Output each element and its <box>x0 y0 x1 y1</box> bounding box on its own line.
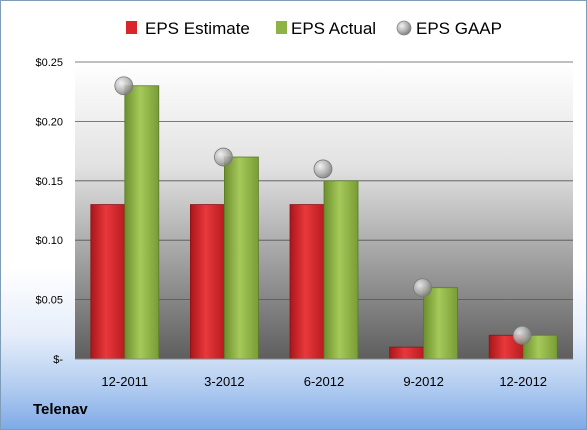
gaap-markers <box>114 76 532 345</box>
y-tick-label: $0.10 <box>35 235 63 247</box>
bar-eps-estimate <box>90 204 126 360</box>
x-tick-label: 9-2012 <box>403 374 443 389</box>
y-tick-label: $0.25 <box>35 57 63 69</box>
legend-label-gaap: EPS GAAP <box>416 19 502 38</box>
bar-eps-actual <box>423 287 459 360</box>
company-name: Telenav <box>33 401 88 418</box>
legend-item-actual: EPS Actual <box>276 19 376 38</box>
x-tick-label: 12-2012 <box>499 374 547 389</box>
y-tick-label: $0.15 <box>35 176 63 188</box>
gaap-marker <box>512 325 532 345</box>
legend-swatch-actual <box>276 21 287 34</box>
legend-swatch-gaap <box>396 20 412 36</box>
legend-item-estimate: EPS Estimate <box>126 19 250 38</box>
bar-eps-estimate <box>389 346 425 360</box>
y-axis-ticks: $- $0.05 $0.10 $0.15 $0.20 $0.25 <box>35 57 63 366</box>
y-tick-label: $0.05 <box>35 295 63 307</box>
x-tick-label: 12-2011 <box>101 374 148 389</box>
legend-item-gaap: EPS GAAP <box>396 19 502 38</box>
bars <box>90 85 558 360</box>
gaap-marker <box>413 278 433 298</box>
x-tick-label: 6-2012 <box>304 374 344 389</box>
legend: EPS Estimate EPS Actual EPS GAAP <box>126 19 502 38</box>
x-axis-labels: 12-2011 3-2012 6-2012 9-2012 12-2012 <box>101 374 547 389</box>
x-tick-label: 3-2012 <box>204 374 244 389</box>
bar-eps-actual <box>223 156 259 360</box>
legend-label-actual: EPS Actual <box>291 19 376 38</box>
y-tick-label: $0.20 <box>35 116 63 128</box>
gaap-marker <box>213 147 233 167</box>
legend-label-estimate: EPS Estimate <box>145 19 250 38</box>
y-tick-label: $- <box>53 354 63 366</box>
bar-eps-actual <box>323 180 359 360</box>
bar-eps-estimate <box>189 204 225 360</box>
legend-swatch-estimate <box>126 21 137 34</box>
gaap-marker <box>114 76 134 96</box>
gaap-marker <box>313 159 333 179</box>
bar-eps-estimate <box>289 204 325 360</box>
bar-eps-actual <box>124 85 160 360</box>
